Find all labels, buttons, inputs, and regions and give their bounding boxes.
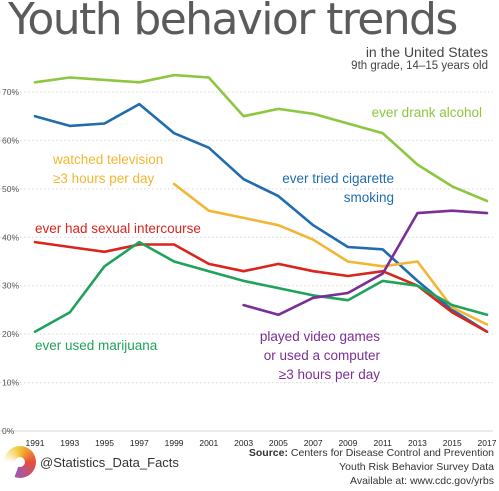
x-tick-label: 2013: [408, 438, 427, 448]
series-label-line: ever drank alcohol: [372, 105, 482, 120]
chart-subtitle: in the United States: [365, 44, 488, 60]
series-label: played video games or used a computer ≥3 h…: [260, 329, 381, 382]
x-tick-label: 2017: [478, 438, 497, 448]
y-tick-label: 20%: [2, 329, 19, 339]
series-label: ever tried cigarette smoking: [282, 171, 394, 205]
series-label-line: watched television: [52, 152, 163, 167]
series-label-line: ever tried cigarette: [282, 171, 394, 186]
x-tick-label: 1991: [26, 438, 45, 448]
x-tick-label: 2009: [338, 438, 357, 448]
series-label-line: ≥3 hours per day: [53, 171, 154, 186]
series-label: ever had sexual intercourse: [35, 221, 201, 236]
series-label-line: ever had sexual intercourse: [35, 221, 201, 236]
series-line: [33, 240, 489, 333]
source-note: Source: Centers for Disease Control and …: [249, 446, 494, 488]
y-tick-label: 10%: [2, 378, 19, 388]
author-handle: @Statistics_Data_Facts: [40, 455, 179, 470]
source-survey: Youth Risk Behavior Survey Data: [339, 461, 494, 473]
y-tick-label: 40%: [2, 232, 19, 242]
y-tick-label: 50%: [2, 184, 19, 194]
series-line: [33, 240, 489, 333]
series-label: watched television ≥3 hours per day: [52, 152, 163, 186]
logo-icon: [4, 446, 36, 478]
y-tick-label: 30%: [2, 281, 19, 291]
y-tick-label: 0%: [2, 426, 15, 436]
series-line: [242, 209, 489, 317]
series-label-line: or used a computer: [264, 348, 381, 363]
source-url[interactable]: Available at: www.cdc.gov/yrbs: [350, 475, 494, 487]
series-label: ever drank alcohol: [372, 105, 482, 120]
x-tick-label: 2015: [443, 438, 462, 448]
x-tick-label: 1995: [95, 438, 114, 448]
source-key: Source:: [248, 447, 288, 459]
series-line: [33, 73, 489, 203]
series-line: [33, 102, 489, 333]
source-org: Centers for Disease Control and Preventi…: [290, 447, 494, 459]
chart-title: Youth behavior trends: [8, 0, 458, 45]
x-tick-label: 2007: [304, 438, 323, 448]
y-tick-label: 70%: [2, 87, 19, 97]
x-tick-label: 2005: [269, 438, 288, 448]
x-tick-label: 1993: [60, 438, 79, 448]
x-tick-label: 1999: [165, 438, 184, 448]
x-tick-label: 2003: [234, 438, 253, 448]
series-line: [172, 182, 489, 326]
series-label: ever used marijuana: [35, 338, 158, 353]
series-label-line: ≥3 hours per day: [279, 367, 380, 382]
x-tick-label: 2011: [374, 438, 393, 448]
series-label-line: ever used marijuana: [35, 338, 158, 353]
x-tick-label: 1997: [130, 438, 149, 448]
x-tick-label: 2001: [199, 438, 218, 448]
chart-subtitle-grade: 9th grade, 14–15 years old: [351, 60, 488, 72]
y-tick-label: 60%: [2, 135, 19, 145]
series-label-line: played video games: [260, 329, 380, 344]
series-label-line: smoking: [344, 190, 394, 205]
